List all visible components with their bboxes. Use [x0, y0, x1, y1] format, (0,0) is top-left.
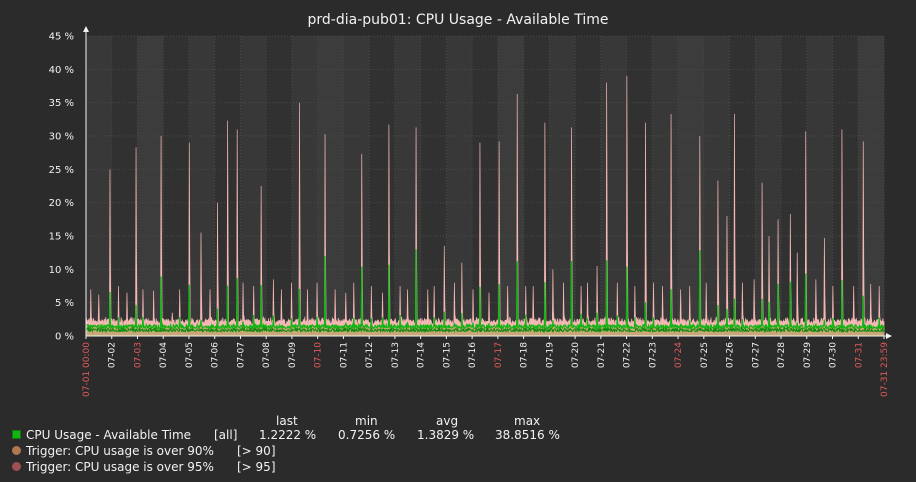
day-band	[472, 36, 498, 336]
x-tick-label: 07-26	[726, 342, 736, 368]
y-tick-label: 15 %	[49, 232, 74, 243]
day-band	[781, 36, 807, 336]
x-tick-label: 07-15	[442, 342, 452, 368]
x-tick-label: 07-28	[777, 342, 787, 368]
x-tick-label: 07-27	[751, 342, 761, 368]
x-tick-label: 07-24	[674, 342, 684, 368]
x-tick-label: 07-14	[417, 342, 427, 368]
x-tick-label: 07-05	[185, 342, 195, 368]
y-tick-label: 10 %	[49, 265, 74, 276]
x-tick-label: 07-07	[236, 342, 246, 368]
trigger-90-name: Trigger: CPU usage is over 90%	[26, 444, 214, 458]
x-tick-label: 07-03	[133, 342, 143, 368]
trigger-95-name: Trigger: CPU usage is over 95%	[26, 460, 214, 474]
y-tick-label: 5 %	[55, 298, 74, 309]
cpu-usage-chart: prd-dia-pub01: CPU Usage - Available Tim…	[49, 12, 892, 397]
legend-series-name: CPU Usage - Available Time	[26, 428, 192, 442]
legend-col-avg: avg	[436, 414, 459, 428]
x-tick-label: 07-06	[211, 342, 221, 368]
x-tick-label: 07-11	[339, 342, 349, 368]
y-axis-arrow	[83, 26, 89, 32]
day-band	[188, 36, 215, 336]
x-tick-label: 07-02	[108, 342, 118, 368]
y-tick-label: 40 %	[49, 65, 74, 76]
y-tick-label: 25 %	[49, 165, 74, 176]
legend-series-last: 1.2222 %	[259, 428, 317, 442]
day-band	[600, 36, 627, 336]
x-axis-arrow	[886, 333, 892, 339]
legend-series-min: 0.7256 %	[338, 428, 396, 442]
x-tick-label: 07-30	[829, 342, 839, 368]
plot-area: 0 % 5 % 10 % 15 % 20 % 25 % 30 % 35 % 40 % 45 % 07…	[49, 26, 892, 397]
trigger-95-threshold: [> 95]	[237, 460, 276, 474]
day-band	[317, 36, 344, 336]
y-tick-label: 20 %	[49, 198, 74, 209]
day-band	[266, 36, 292, 336]
y-tick-label: 35 %	[49, 98, 74, 109]
legend-col-max: max	[514, 414, 541, 428]
x-tick-label: 07-31	[854, 342, 864, 368]
x-tick-label: 07-19	[545, 342, 555, 368]
x-tick-label: 07-22	[623, 342, 633, 368]
day-band	[111, 36, 138, 336]
x-tick-label: 07-08	[262, 342, 272, 368]
y-tick-label: 0 %	[55, 332, 74, 343]
day-band	[755, 36, 782, 336]
series-avg-line	[85, 249, 885, 331]
series-min-line	[85, 325, 885, 334]
x-tick-label: 07-01 00:00	[82, 342, 92, 397]
x-tick-label: 07-29	[803, 342, 813, 368]
series-max-area	[85, 75, 885, 337]
x-tick-label: 07-21	[597, 342, 607, 368]
x-tick-label: 07-23	[648, 342, 658, 368]
legend-col-min: min	[355, 414, 378, 428]
day-band	[497, 36, 524, 336]
x-tick-label: 07-10	[314, 342, 324, 368]
day-band	[137, 36, 164, 336]
day-band	[626, 36, 653, 336]
legend-col-last: last	[276, 414, 298, 428]
day-band	[420, 36, 447, 336]
day-band	[291, 36, 318, 336]
legend-series-func: [all]	[214, 428, 238, 442]
day-band	[369, 36, 395, 336]
day-band	[806, 36, 833, 336]
trigger-90-icon	[12, 446, 21, 455]
legend-series-avg: 1.3829 %	[417, 428, 475, 442]
x-tick-label: 07-18	[520, 342, 530, 368]
y-tick-label: 30 %	[49, 132, 74, 143]
trigger-95-icon	[12, 462, 21, 471]
day-band	[446, 36, 473, 336]
x-tick-label: 07-17	[494, 342, 504, 368]
day-band	[652, 36, 679, 336]
trigger-90-threshold: [> 90]	[237, 444, 276, 458]
x-tick-label: 07-04	[159, 342, 169, 368]
day-band	[86, 36, 112, 336]
day-band	[832, 36, 859, 336]
legend-swatch-cpu	[12, 430, 21, 439]
chart-title: prd-dia-pub01: CPU Usage - Available Tim…	[308, 12, 609, 28]
day-band	[703, 36, 730, 336]
x-tick-label: 07-25	[700, 342, 710, 368]
x-tick-label: 07-31 23:59	[880, 342, 890, 397]
x-tick-label: 07-12	[365, 342, 375, 368]
legend-series-max: 38.8516 %	[495, 428, 560, 442]
x-tick-label: 07-09	[288, 342, 298, 368]
day-band	[343, 36, 370, 336]
x-tick-label: 07-13	[391, 342, 401, 368]
day-band	[163, 36, 189, 336]
x-tick-label: 07-16	[468, 342, 478, 368]
x-tick-label: 07-20	[571, 342, 581, 368]
y-tick-label: 45 %	[49, 32, 74, 43]
